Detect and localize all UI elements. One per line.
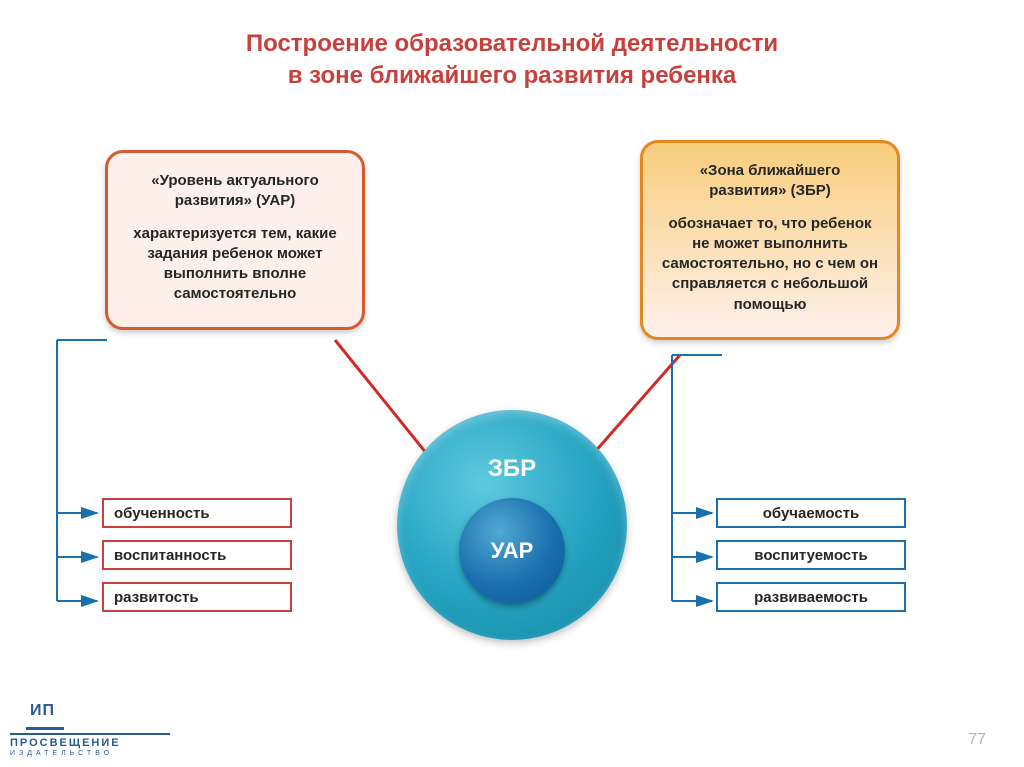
- left-definition-box: «Уровень актуального развития» (УАР) хар…: [105, 150, 365, 330]
- right-definition-box: «Зона ближайшего развития» (ЗБР) обознач…: [640, 140, 900, 340]
- right-list-item: развиваемость: [716, 582, 906, 612]
- logo-text: ПРОСВЕЩЕНИЕ: [10, 733, 170, 749]
- connectors-svg: [0, 0, 1024, 767]
- left-list-item: обученность: [102, 498, 292, 528]
- page-title: Построение образовательной деятельности …: [0, 28, 1024, 93]
- left-box-body: характеризуется тем, какие задания ребен…: [126, 224, 344, 305]
- title-line-2: в зоне ближайшего развития ребенка: [288, 62, 737, 89]
- right-list: обучаемость воспитуемость развиваемость: [716, 498, 906, 612]
- outer-circle-label: ЗБР: [397, 455, 627, 483]
- left-list: обученность воспитанность развитость: [102, 498, 292, 612]
- title-line-1: Построение образовательной деятельности: [246, 30, 778, 57]
- right-box-heading: «Зона ближайшего развития» (ЗБР): [661, 161, 879, 202]
- left-list-item: воспитанность: [102, 540, 292, 570]
- left-box-heading: «Уровень актуального развития» (УАР): [126, 171, 344, 212]
- concentric-circles: ЗБР УАР: [397, 410, 627, 640]
- left-list-item: развитость: [102, 582, 292, 612]
- right-list-item: обучаемость: [716, 498, 906, 528]
- publisher-logo: ПРОСВЕЩЕНИЕ ИЗДАТЕЛЬСТВО: [10, 705, 170, 757]
- right-list-item: воспитуемость: [716, 540, 906, 570]
- inner-circle: УАР: [459, 498, 565, 604]
- right-box-body: обозначает то, что ребенок не может выпо…: [661, 214, 879, 315]
- page-number: 77: [968, 731, 986, 749]
- logo-glyph-icon: [26, 705, 64, 730]
- logo-subtext: ИЗДАТЕЛЬСТВО: [10, 749, 170, 757]
- inner-circle-label: УАР: [491, 538, 534, 564]
